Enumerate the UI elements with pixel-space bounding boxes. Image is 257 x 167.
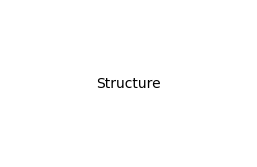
Text: Structure: Structure <box>96 76 161 91</box>
